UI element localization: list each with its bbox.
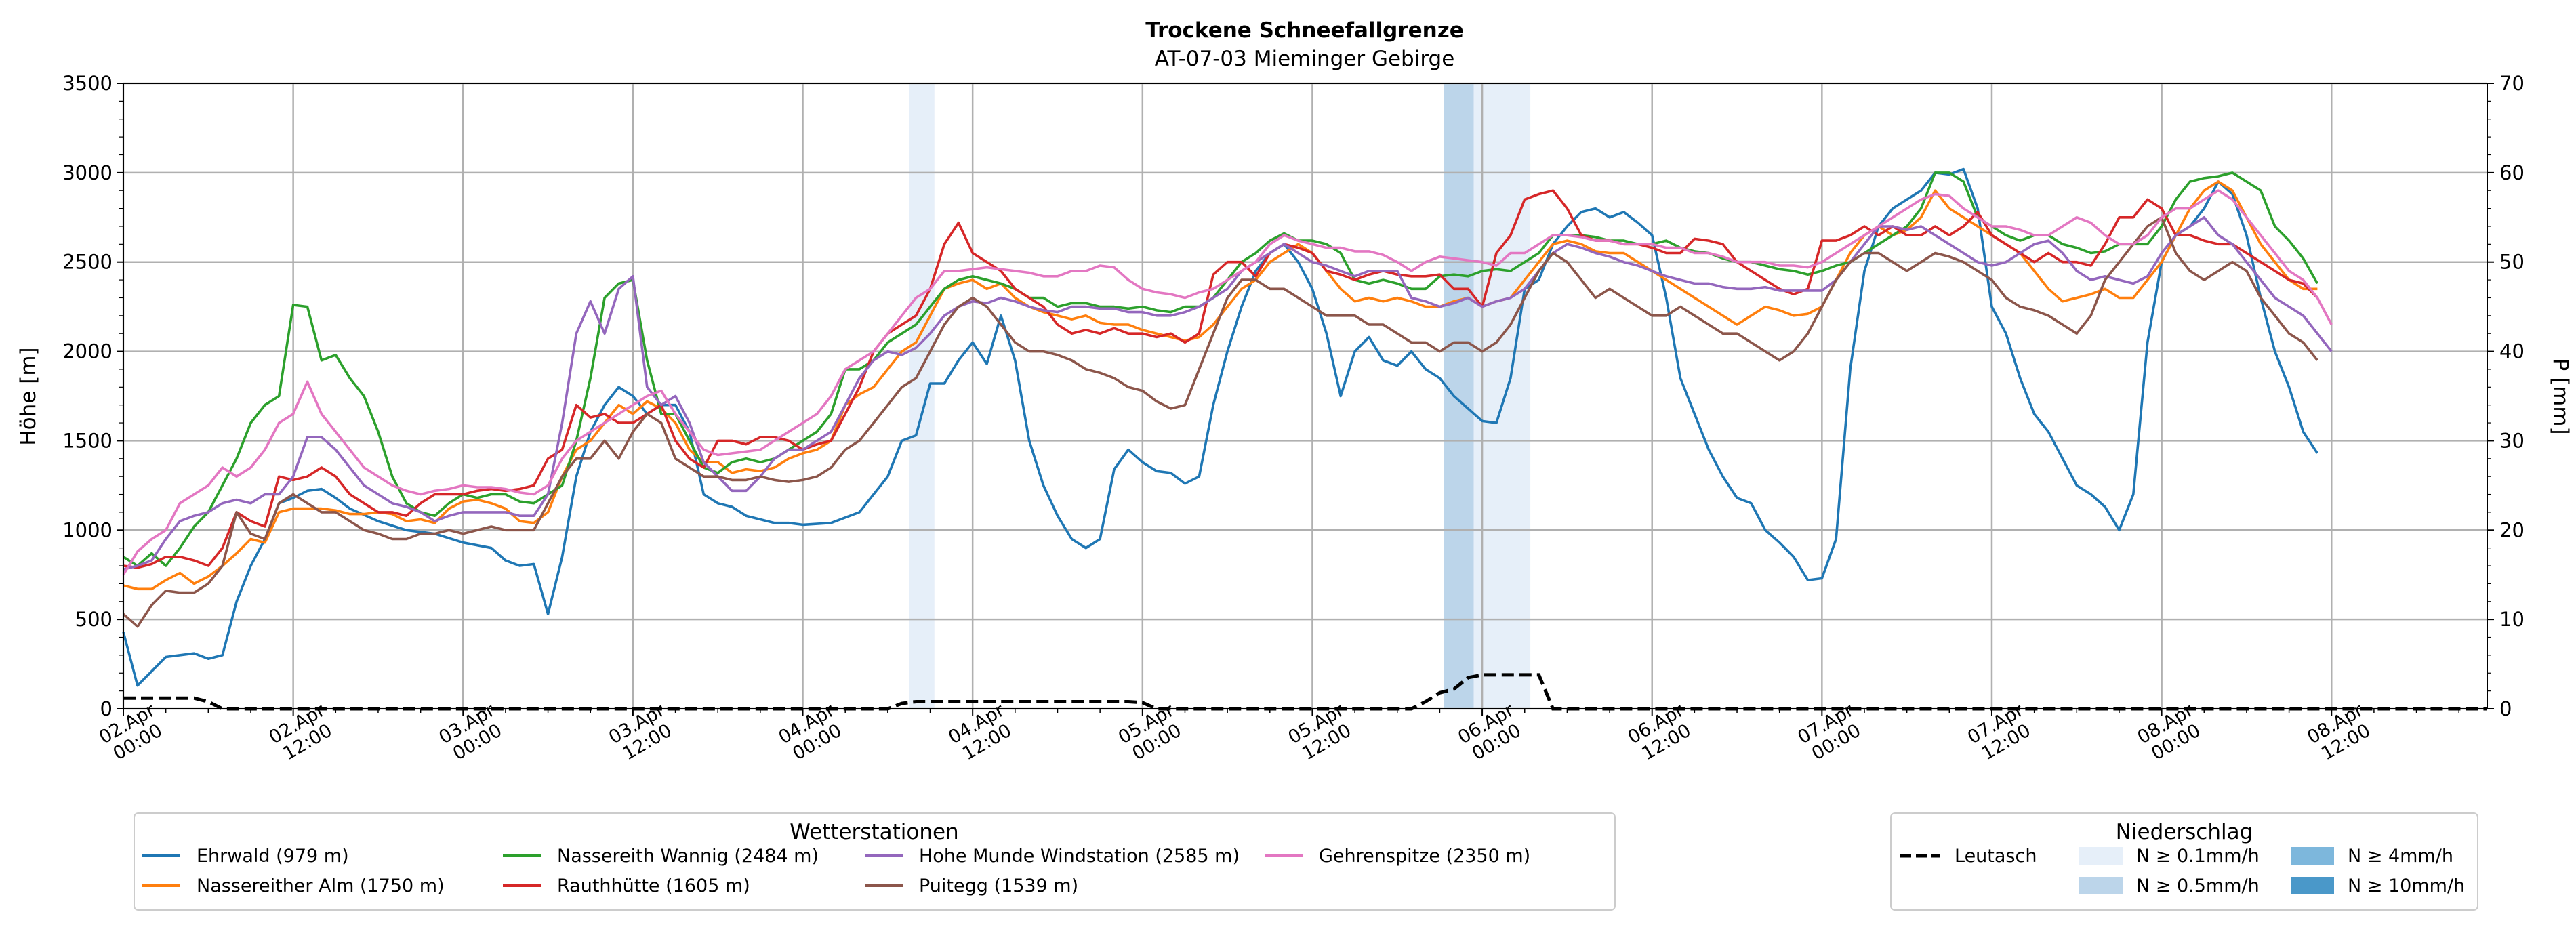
y-tick-label-right: 70 — [2499, 72, 2524, 95]
legend-stations: Wetterstationen Ehrwald (979 m) Nassereit… — [134, 812, 1616, 911]
legend-precip-swatch — [2291, 847, 2334, 865]
chart-title: Trockene Schneefallgrenze — [1145, 18, 1464, 43]
y-tick-label-right: 60 — [2499, 161, 2524, 184]
grid-lines — [122, 82, 2487, 710]
legend-precip-swatch — [2079, 847, 2123, 865]
y-axis-label: Höhe [m] — [16, 347, 41, 445]
precip-band — [909, 83, 935, 709]
legend-label: Nassereith Wannig (2484 m) — [557, 846, 819, 867]
axis-ticks: 02.Apr00:00 02.Apr12:00 03.Apr00:00 03.Apr1… — [62, 72, 2524, 766]
y-tick-label-right: 30 — [2499, 429, 2524, 452]
legend-label: Puitegg (1539 m) — [919, 875, 1078, 896]
legend-label: Gehrenspitze (2350 m) — [1319, 846, 1530, 867]
y-tick-label-right: 10 — [2499, 608, 2524, 631]
series-line — [123, 216, 2333, 571]
chart-subtitle: AT-07-03 Mieminger Gebirge — [1155, 47, 1455, 71]
y-tick-label-right: 20 — [2499, 518, 2524, 541]
precipitation-bands — [909, 83, 1531, 709]
precip-band — [1473, 83, 1531, 709]
y-tick-label: 3000 — [62, 161, 113, 184]
legend-precip-label: N ≥ 4mm/h — [2348, 846, 2453, 867]
legend-precip: Niederschlag Leutasch N ≥ 0.1mm/h N ≥ 0.5m… — [1890, 812, 2478, 911]
y-axis-label-right: P [mm] — [2548, 358, 2573, 434]
y-tick-label-right: 0 — [2499, 697, 2512, 720]
legend-precip-label: N ≥ 10mm/h — [2348, 875, 2465, 896]
y-tick-label: 2000 — [62, 340, 113, 363]
y-tick-label: 500 — [75, 608, 113, 631]
series-line — [122, 167, 2318, 687]
legend-label: Hohe Munde Windstation (2585 m) — [919, 846, 1240, 867]
series-line — [123, 189, 2318, 569]
legend-label: Rauthhütte (1605 m) — [557, 875, 750, 896]
plot-frame — [123, 83, 2488, 709]
y-tick-label: 1500 — [62, 429, 113, 452]
series-line — [122, 216, 2318, 628]
series-line — [123, 171, 2318, 567]
precip-band — [1444, 83, 1474, 709]
legend-precip-line-label: Leutasch — [1955, 846, 2037, 867]
legend-precip-label: N ≥ 0.1mm/h — [2136, 846, 2260, 867]
precip-line-group — [123, 673, 2487, 711]
series-lines — [122, 167, 2333, 687]
y-tick-label: 3500 — [62, 72, 113, 95]
y-tick-label: 2500 — [62, 251, 113, 274]
legend-label: Ehrwald (979 m) — [197, 846, 349, 867]
y-tick-label-right: 50 — [2499, 251, 2524, 274]
x-tick-label: 02.Apr00:00 — [96, 699, 169, 766]
y-tick-label: 0 — [100, 697, 113, 720]
y-tick-label: 1000 — [62, 518, 113, 541]
legend-precip-label: N ≥ 0.5mm/h — [2136, 875, 2260, 896]
precip-line — [123, 673, 2487, 711]
series-line — [122, 189, 2333, 576]
legend-precip-swatch — [2291, 877, 2334, 894]
y-tick-label-right: 40 — [2499, 340, 2524, 363]
series-line — [123, 180, 2318, 591]
legend-label: Nassereither Alm (1750 m) — [197, 875, 445, 896]
legend-stations-title: Wetterstationen — [790, 820, 958, 844]
legend-precip-swatch — [2079, 877, 2123, 894]
legend-precip-title: Niederschlag — [2116, 820, 2253, 844]
